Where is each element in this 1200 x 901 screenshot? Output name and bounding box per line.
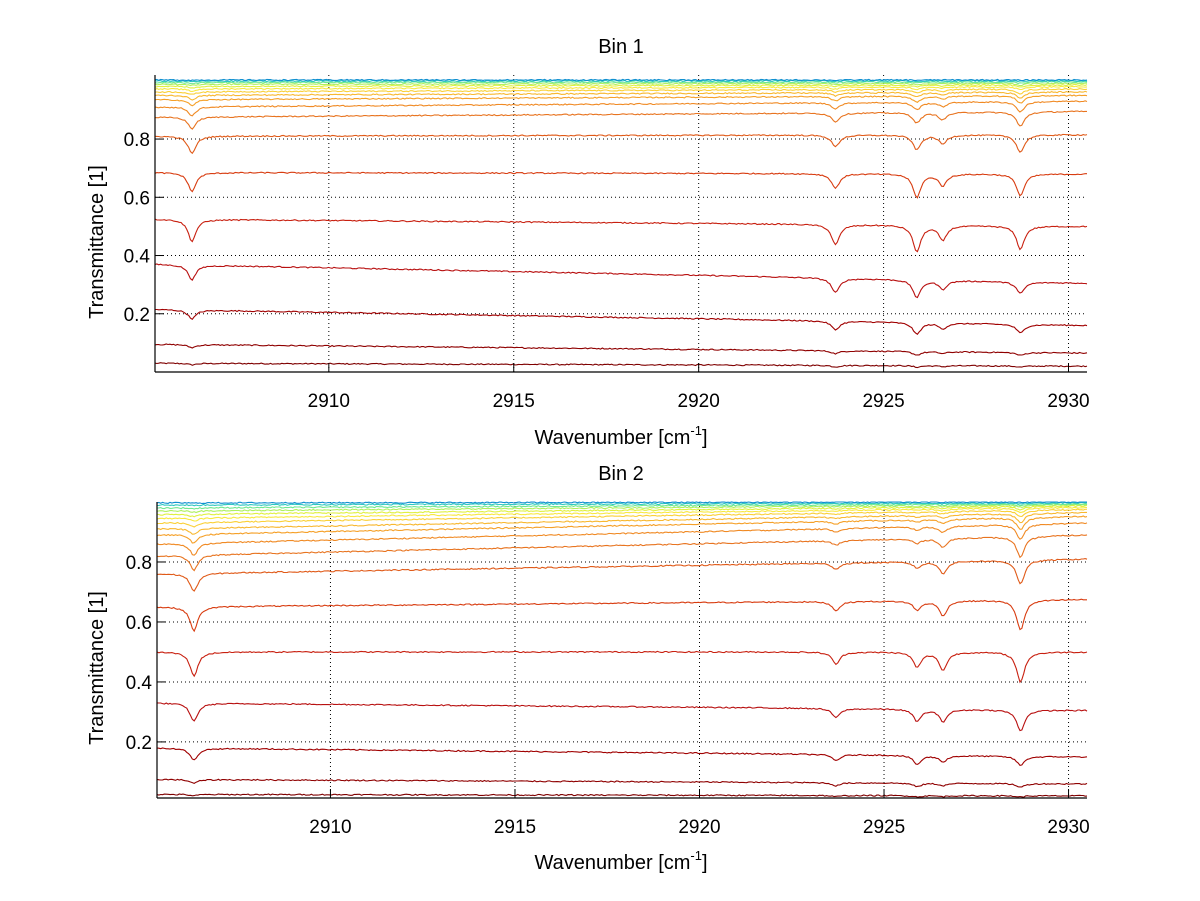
series-line-13	[154, 83, 1088, 89]
y-axis-label: Transmittance [1]	[86, 591, 108, 745]
series-line-0	[156, 793, 1088, 798]
x-axis-label: Wavenumber [cm-1]	[534, 848, 707, 874]
plot-title: Bin 2	[598, 463, 644, 485]
x-tick-label: 2920	[678, 817, 720, 838]
y-axis-label: Transmittance [1]	[86, 165, 108, 319]
series-line-9	[156, 515, 1088, 544]
series-line-17	[156, 501, 1087, 505]
y-tick-label: 0.2	[126, 733, 152, 754]
x-axis-label-main: Wavenumber [cm	[534, 852, 690, 874]
x-tick-label: 2930	[1047, 817, 1089, 838]
series-line-3	[154, 263, 1088, 299]
grid-lines	[157, 502, 1087, 798]
series-line-2	[156, 747, 1088, 767]
y-tick-label: 0.4	[126, 673, 153, 694]
x-tick-label: 2925	[863, 817, 905, 838]
series-line-8	[154, 100, 1088, 117]
x-tick-labels: 2910 2915 2920 2925 2930	[308, 391, 1090, 412]
series-line-10	[156, 511, 1087, 535]
series-line-16	[156, 501, 1087, 507]
series-line-8	[156, 522, 1088, 556]
plot-bin-1: Bin 1 2910 2915 2920 2925 2930 0.20.40.60.8 …	[86, 36, 1090, 449]
x-axis-label-end: ]	[702, 427, 708, 449]
series-line-5	[154, 171, 1087, 199]
series-line-7	[154, 110, 1087, 130]
series-line-5	[156, 598, 1087, 633]
y-tick-label: 0.6	[124, 188, 150, 209]
y-tick-label: 0.6	[126, 613, 152, 634]
series-line-7	[156, 534, 1088, 572]
x-axis-label: Wavenumber [cm-1]	[534, 423, 707, 449]
series-line-15	[154, 80, 1088, 85]
y-tick-label: 0.8	[124, 130, 150, 151]
series-line-2	[155, 308, 1088, 335]
x-axis-label-superscript: -1	[690, 848, 702, 863]
x-tick-label: 2925	[862, 391, 904, 412]
x-axis-label-main: Wavenumber [cm	[534, 427, 690, 449]
x-axis-label-end: ]	[702, 852, 708, 874]
x-axis-label-superscript: -1	[690, 423, 702, 438]
axes	[154, 75, 1087, 373]
series-group	[154, 78, 1088, 369]
series-line-9	[154, 94, 1088, 107]
series-group	[156, 501, 1088, 798]
series-line-1	[154, 343, 1088, 356]
axes	[156, 502, 1087, 799]
series-line-4	[156, 650, 1088, 684]
series-line-15	[156, 502, 1088, 510]
y-tick-labels: 0.2 0.4 0.6 0.8	[126, 553, 153, 754]
x-tick-label: 2930	[1047, 391, 1089, 412]
series-line-12	[154, 85, 1088, 92]
x-tick-label: 2910	[309, 817, 351, 838]
series-line-14	[154, 82, 1088, 87]
series-line-10	[154, 90, 1088, 101]
series-line-4	[154, 218, 1088, 253]
x-tick-label: 2910	[308, 391, 350, 412]
x-tick-label: 2915	[493, 391, 535, 412]
y-tick-label: 0.2	[124, 305, 150, 326]
series-line-12	[156, 506, 1087, 522]
series-line-6	[154, 133, 1088, 155]
series-line-13	[156, 504, 1088, 518]
series-line-17	[154, 78, 1088, 82]
series-line-0	[154, 362, 1088, 369]
plot-bin-2: Bin 2 2910 2915 2920 2925 2930 0.20.40.60.8 …	[86, 463, 1090, 874]
y-tick-labels: 0.2 0.4 0.6 0.8	[124, 130, 151, 326]
series-line-6	[156, 558, 1088, 592]
x-tick-label: 2915	[494, 817, 536, 838]
y-tick-label: 0.8	[126, 553, 152, 574]
plot-title: Bin 1	[598, 36, 644, 58]
series-line-14	[156, 503, 1088, 514]
x-tick-label: 2920	[678, 391, 720, 412]
x-tick-labels: 2910 2915 2920 2925 2930	[309, 817, 1089, 838]
series-line-3	[156, 702, 1088, 732]
series-line-11	[154, 88, 1088, 95]
series-line-11	[156, 508, 1088, 528]
y-tick-label: 0.4	[124, 247, 151, 268]
series-line-1	[156, 778, 1088, 788]
